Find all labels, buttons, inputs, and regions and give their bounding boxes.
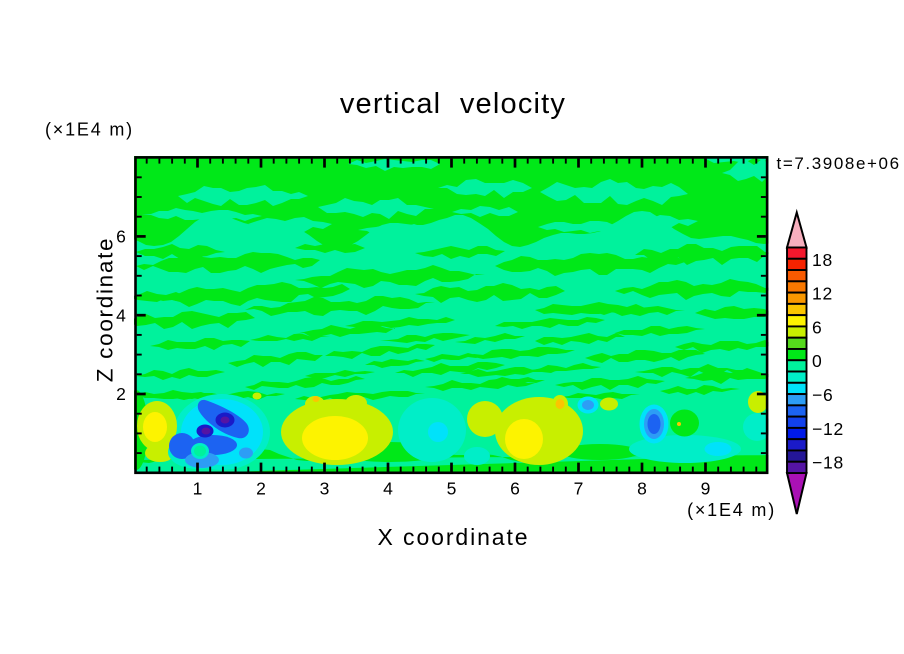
svg-text:Z coordinate: Z coordinate — [93, 237, 118, 382]
svg-text:X coordinate: X coordinate — [378, 524, 530, 550]
svg-text:7: 7 — [574, 479, 584, 499]
svg-text:6: 6 — [812, 317, 823, 337]
svg-text:4: 4 — [116, 305, 126, 325]
svg-text:5: 5 — [447, 479, 457, 499]
svg-text:2: 2 — [116, 384, 126, 404]
svg-text:(×1E4 m): (×1E4 m) — [687, 500, 776, 520]
svg-text:(×1E4 m): (×1E4 m) — [45, 120, 134, 140]
svg-text:18: 18 — [812, 250, 833, 270]
svg-text:8: 8 — [637, 479, 647, 499]
svg-text:0: 0 — [812, 351, 823, 371]
svg-text:−6: −6 — [812, 385, 834, 405]
svg-text:1: 1 — [193, 479, 203, 499]
svg-text:−12: −12 — [812, 419, 844, 439]
svg-text:6: 6 — [510, 479, 520, 499]
svg-text:vertical velocity: vertical velocity — [340, 88, 566, 120]
svg-text:t=7.3908e+06: t=7.3908e+06 — [777, 154, 901, 173]
svg-text:6: 6 — [116, 227, 126, 247]
svg-text:9: 9 — [701, 479, 711, 499]
svg-text:4: 4 — [383, 479, 393, 499]
svg-text:3: 3 — [320, 479, 330, 499]
svg-text:−18: −18 — [812, 453, 844, 473]
svg-text:12: 12 — [812, 284, 833, 304]
svg-text:2: 2 — [256, 479, 266, 499]
